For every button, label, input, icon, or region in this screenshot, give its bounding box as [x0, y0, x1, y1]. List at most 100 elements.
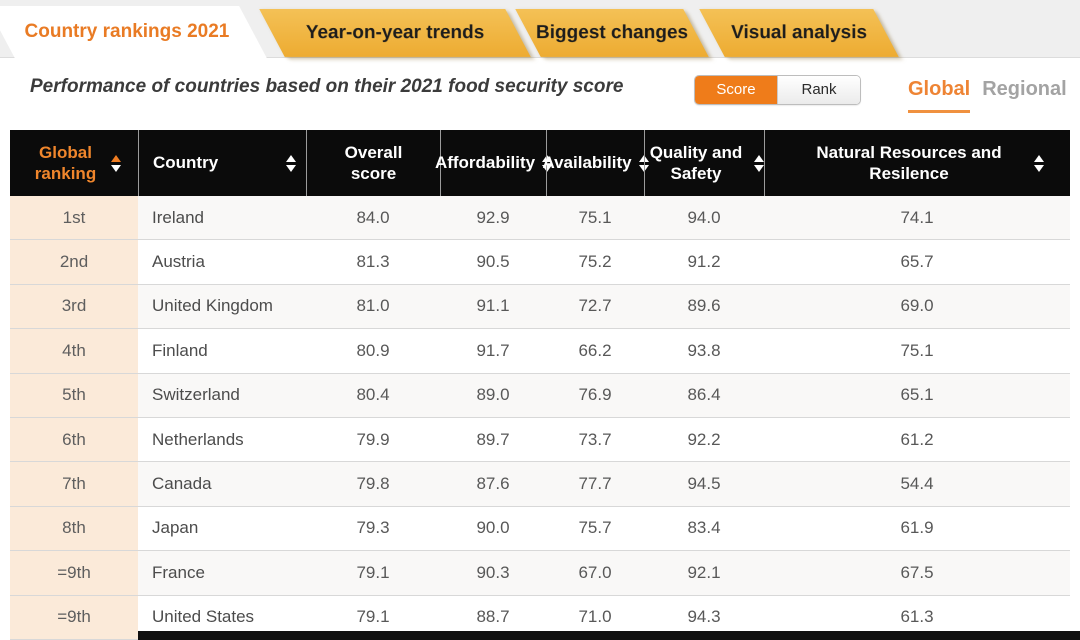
score-cell: 91.7 [476, 340, 510, 360]
score-cell: 86.4 [687, 385, 721, 405]
table-row: 3rd United Kingdom 81.0 91.1 72.7 89.6 69.0 [10, 284, 1070, 330]
sort-up-arrow-icon [542, 154, 553, 162]
rank-cell: 3rd [10, 284, 138, 329]
score-cell: 71.0 [578, 607, 612, 627]
score-cell: 92.1 [687, 562, 721, 582]
score-cell: 67.5 [900, 562, 934, 582]
country-cell: Austria [152, 252, 205, 272]
sort-down-arrow-icon [638, 164, 649, 172]
score-cell: 87.6 [476, 474, 510, 494]
rank-cell: 1st [10, 196, 138, 240]
tab-label: Year-on-year trends [305, 22, 485, 43]
sort-icon[interactable] [754, 154, 764, 172]
score-cell: 65.7 [900, 252, 934, 272]
column-header-global-ranking[interactable]: Global ranking [10, 130, 138, 196]
country-cell: United States [152, 607, 255, 627]
score-cell: 81.0 [356, 296, 390, 316]
score-cell: 84.0 [356, 207, 390, 227]
table-row: 2nd Austria 81.3 90.5 75.2 91.2 65.7 [10, 240, 1070, 285]
score-cell: 93.8 [687, 340, 721, 360]
rank-cell: 4th [10, 329, 138, 373]
sort-down-arrow-icon [286, 164, 296, 172]
score-cell: 69.0 [900, 296, 934, 316]
sort-icon[interactable] [1034, 154, 1044, 172]
score-cell: 81.3 [356, 252, 390, 272]
score-cell: 83.4 [687, 518, 721, 538]
column-label: Quality and Safety [649, 142, 743, 183]
tab-year-on-year-trends[interactable]: Year-on-year trends [259, 9, 531, 57]
score-cell: 75.1 [900, 340, 934, 360]
score-cell: 94.0 [687, 207, 721, 227]
score-cell: 79.3 [356, 518, 390, 538]
score-cell: 74.1 [900, 207, 934, 227]
rank-toggle-option[interactable]: Rank [777, 76, 860, 104]
column-header-affordability[interactable]: Affordability [435, 130, 553, 196]
sort-icon[interactable] [286, 154, 296, 172]
score-cell: 79.1 [356, 562, 390, 582]
rank-cell: 6th [10, 417, 138, 462]
column-header-quality-and-safety[interactable]: Quality and Safety [644, 130, 764, 196]
table-row: 4th Finland 80.9 91.7 66.2 93.8 75.1 [10, 329, 1070, 374]
rank-cell: =9th [10, 551, 138, 595]
global-scope-link[interactable]: Global [908, 78, 971, 113]
sort-down-arrow-icon [542, 164, 553, 172]
column-header-availability[interactable]: Availability [542, 130, 649, 196]
score-cell: 90.0 [476, 518, 510, 538]
column-header-country[interactable]: Country [138, 130, 306, 196]
table-header-row: Global ranking Country Overall score Afford… [10, 130, 1070, 196]
score-cell: 91.1 [476, 296, 510, 316]
country-cell: Switzerland [152, 385, 240, 405]
score-cell: 92.9 [476, 207, 510, 227]
sort-icon[interactable] [542, 154, 553, 172]
column-label: Affordability [434, 153, 536, 173]
column-header-natural-resources-and-resilence[interactable]: Natural Resources and Resilence [764, 130, 1070, 196]
sort-up-arrow-icon [286, 154, 296, 162]
country-cell: United Kingdom [152, 296, 273, 316]
column-label: Natural Resources and Resilence [816, 142, 1002, 183]
tab-biggest-changes[interactable]: Biggest changes [515, 9, 709, 57]
country-cell: Finland [152, 340, 208, 360]
regional-scope-link[interactable]: Regional [982, 78, 1067, 100]
score-toggle-option[interactable]: Score [695, 76, 777, 104]
score-cell: 77.7 [578, 474, 612, 494]
tab-visual-analysis[interactable]: Visual analysis [699, 9, 899, 57]
sort-down-arrow-icon [1034, 164, 1044, 172]
score-cell: 90.5 [476, 252, 510, 272]
country-cell: Ireland [152, 207, 204, 227]
score-cell: 89.7 [476, 429, 510, 449]
tab-country-rankings-2021[interactable]: Country rankings 2021 [0, 6, 269, 62]
sort-down-arrow-icon [110, 164, 121, 172]
country-cell: Canada [152, 474, 212, 494]
country-cell: Japan [152, 518, 199, 538]
sort-up-arrow-icon [638, 154, 649, 162]
sort-up-arrow-icon [110, 154, 121, 162]
page-subtitle: Performance of countries based on their … [30, 76, 624, 97]
table-row: 8th Japan 79.3 90.0 75.7 83.4 61.9 [10, 506, 1070, 552]
tab-label: Country rankings 2021 [24, 21, 230, 42]
table-body: 1st Ireland 84.0 92.9 75.1 94.0 74.1 2nd Austria… [10, 196, 1070, 640]
rank-cell: 7th [10, 462, 138, 506]
score-cell: 79.9 [356, 429, 390, 449]
table-row: 5th Switzerland 80.4 89.0 76.9 86.4 65.1 [10, 373, 1070, 418]
sort-icon[interactable] [110, 154, 121, 172]
sort-icon[interactable] [638, 154, 649, 172]
rank-cell: 2nd [10, 240, 138, 284]
score-cell: 79.8 [356, 474, 390, 494]
rank-cell: =9th [10, 595, 138, 639]
score-cell: 80.9 [356, 340, 390, 360]
score-cell: 94.5 [687, 474, 721, 494]
score-cell: 67.0 [578, 562, 612, 582]
score-cell: 72.7 [578, 296, 612, 316]
country-cell: Netherlands [152, 429, 244, 449]
score-rank-toggle[interactable]: Score Rank [694, 75, 861, 105]
score-cell: 88.7 [476, 607, 510, 627]
global-regional-switch[interactable]: Global Regional [908, 78, 1067, 113]
sort-up-arrow-icon [1034, 154, 1044, 162]
score-cell: 66.2 [578, 340, 612, 360]
score-cell: 89.6 [687, 296, 721, 316]
score-cell: 79.1 [356, 607, 390, 627]
score-cell: 65.1 [900, 385, 934, 405]
column-header-overall-score[interactable]: Overall score [306, 130, 440, 196]
score-cell: 76.9 [578, 385, 612, 405]
